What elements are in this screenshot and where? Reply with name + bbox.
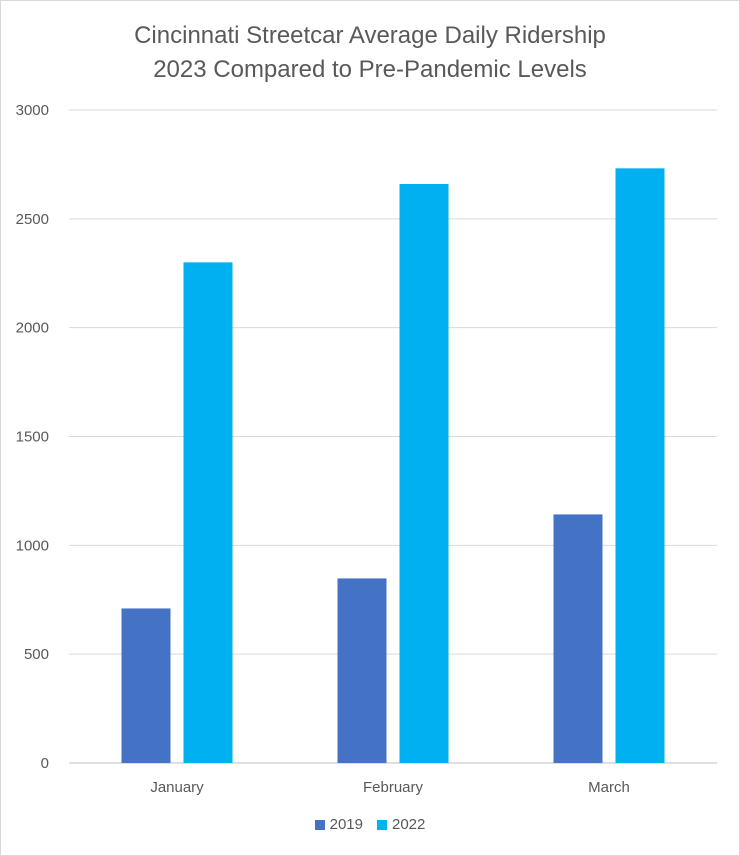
bar-2022-march [615,168,665,764]
y-tick-label: 3000 [16,102,49,119]
bar-2019-march [553,514,603,763]
x-tick-label: January [150,779,204,796]
legend-label-2019: 2019 [329,816,363,833]
bar-2019-february [337,578,387,763]
chart-title-line-2: 2023 Compared to Pre-Pandemic Levels [153,56,587,83]
chart-title-line-1: Cincinnati Streetcar Average Daily Rider… [134,22,606,49]
legend-item-2022: 2022 [377,816,425,833]
bar-2022-january [183,262,233,763]
y-tick-label: 2500 [16,211,49,228]
x-tick-label: March [588,779,630,796]
y-tick-label: 1500 [16,429,49,446]
legend-swatch-2022 [377,819,387,830]
bar-2019-january [121,608,171,763]
y-tick-label: 2000 [16,320,49,337]
legend-label-2022: 2022 [392,816,426,833]
x-tick-label: February [363,779,424,796]
legend-item-2019: 2019 [314,816,363,833]
y-tick-label: 500 [24,646,49,663]
legend: 2019 2022 [1,816,739,833]
y-tick-label: 0 [41,755,49,772]
chart-title: Cincinnati Streetcar Average Daily Rider… [1,19,739,87]
legend-swatch-2019 [314,819,325,830]
y-tick-label: 1000 [16,537,49,554]
bar-2022-february [399,184,449,764]
